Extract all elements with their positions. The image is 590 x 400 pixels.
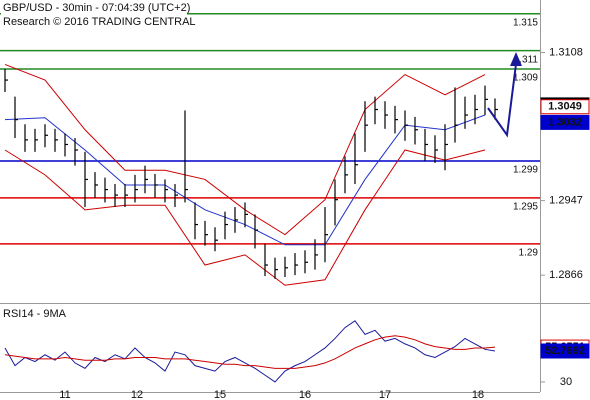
- chart-title: GBP/USD - 30min - 07:04:39 (UTC+2): [3, 2, 190, 14]
- price-box: [540, 99, 590, 115]
- price-box: [540, 114, 590, 130]
- level-label: 1.299: [513, 165, 538, 176]
- x-tick-label: 12: [131, 389, 143, 400]
- level-label: 1.309: [513, 73, 538, 84]
- x-tick-label: 17: [379, 389, 391, 400]
- y-tick-label: 1.2866: [549, 269, 583, 281]
- price-box: [540, 343, 590, 359]
- price-box-label: 52.7692: [545, 345, 585, 357]
- price-box-label: 1.3032: [548, 116, 582, 128]
- level-label: 1.29: [519, 248, 539, 259]
- price-box-label: 1.3049: [548, 101, 582, 113]
- y-tick-label: 30: [560, 376, 572, 388]
- title-bg: [1, 1, 187, 29]
- y-tick-label: 1.2947: [549, 195, 583, 207]
- x-tick-label: 15: [214, 389, 226, 400]
- x-tick-label: 11: [59, 389, 70, 400]
- projection-arrowhead: [510, 52, 522, 66]
- rsi-title: RSI14 - 9MA: [3, 308, 67, 320]
- x-tick-label: 16: [299, 389, 311, 400]
- x-tick-label: 18: [472, 389, 484, 400]
- y-tick-label: 1.3108: [549, 46, 583, 58]
- level-label: 1.311: [514, 54, 539, 65]
- level-label: 1.315: [513, 17, 538, 28]
- chart-subtitle: Research © 2016 TRADING CENTRAL: [3, 16, 196, 28]
- projection-arrow: [487, 63, 517, 138]
- band-line: [4, 149, 486, 286]
- level-label: 1.295: [513, 201, 538, 212]
- rsi-line: [4, 335, 496, 369]
